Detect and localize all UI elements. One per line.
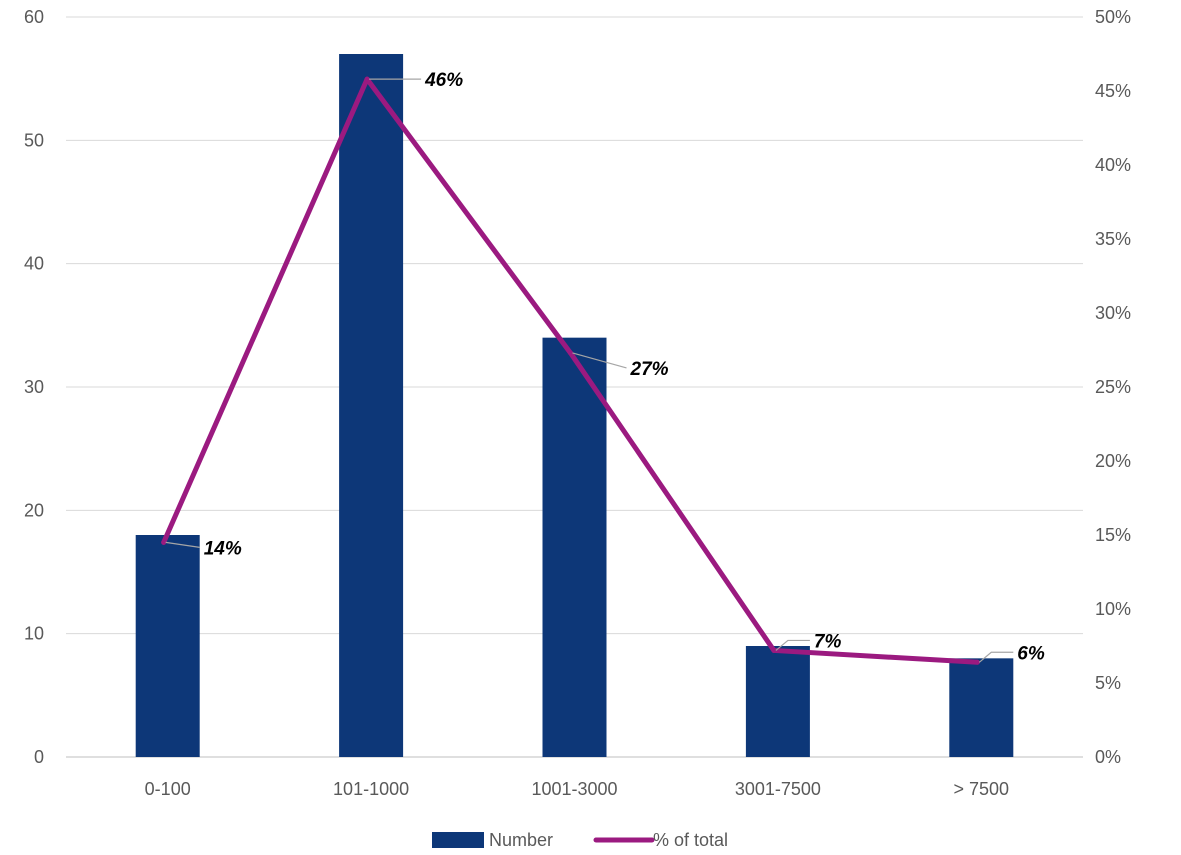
line-point xyxy=(974,659,980,665)
data-label: 6% xyxy=(1017,643,1045,664)
data-label: 7% xyxy=(814,631,842,652)
right-tick-label: 30% xyxy=(1095,303,1131,323)
line-series xyxy=(161,76,980,665)
data-label: 27% xyxy=(630,359,669,380)
right-tick-label: 40% xyxy=(1095,155,1131,175)
right-tick-label: 5% xyxy=(1095,673,1121,693)
right-tick-label: 50% xyxy=(1095,7,1131,27)
bar xyxy=(949,658,1014,757)
leader-line xyxy=(165,541,200,548)
left-tick-label: 60 xyxy=(24,7,44,27)
legend: Number % of total xyxy=(432,830,728,850)
category-label: 1001-3000 xyxy=(531,779,617,799)
leader-line xyxy=(978,651,1014,663)
category-label: > 7500 xyxy=(954,779,1010,799)
bar xyxy=(135,535,200,757)
line-point xyxy=(771,647,777,653)
right-tick-label: 45% xyxy=(1095,81,1131,101)
right-tick-label: 35% xyxy=(1095,229,1131,249)
data-label: 46% xyxy=(424,70,463,91)
right-tick-label: 0% xyxy=(1095,747,1121,767)
left-tick-label: 10 xyxy=(24,624,44,644)
legend-label-percent: % of total xyxy=(653,830,728,850)
left-tick-label: 0 xyxy=(34,747,44,767)
category-labels: 0-100 101-1000 1001-3000 3001-7500 > 7500 xyxy=(145,779,1009,799)
data-label: 14% xyxy=(204,538,242,559)
category-label: 101-1000 xyxy=(333,779,409,799)
bar xyxy=(542,337,607,757)
right-tick-label: 15% xyxy=(1095,525,1131,545)
leader-line xyxy=(775,639,810,651)
left-tick-label: 50 xyxy=(24,130,44,150)
left-axis-ticks: 0 10 20 30 40 50 60 xyxy=(24,7,44,767)
line-point xyxy=(568,350,573,356)
category-label: 0-100 xyxy=(145,779,191,799)
right-tick-label: 25% xyxy=(1095,377,1131,397)
data-labels: 14% 46% 27% 7% 6% xyxy=(165,70,1045,664)
legend-swatch-number xyxy=(432,832,484,848)
left-tick-label: 40 xyxy=(24,254,44,274)
left-tick-label: 30 xyxy=(24,377,44,397)
category-label: 3001-7500 xyxy=(735,779,821,799)
line-point xyxy=(161,539,167,545)
left-tick-label: 20 xyxy=(24,500,44,520)
legend-label-number: Number xyxy=(489,830,553,850)
bar-series xyxy=(135,54,1014,757)
right-axis-ticks: 0% 5% 10% 15% 20% 25% 30% 35% 40% 45% 50% xyxy=(1095,7,1131,767)
line-point xyxy=(364,76,370,82)
right-tick-label: 20% xyxy=(1095,451,1131,471)
bar xyxy=(745,646,810,757)
leader-line xyxy=(572,352,627,369)
bar xyxy=(339,54,404,757)
right-tick-label: 10% xyxy=(1095,599,1131,619)
